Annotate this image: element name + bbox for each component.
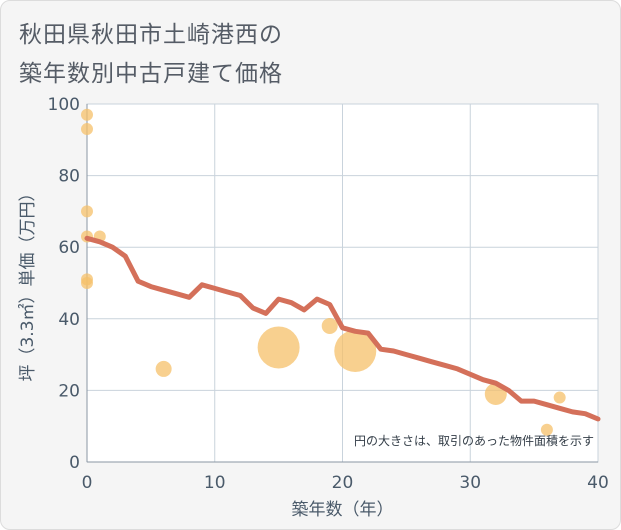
scatter-point xyxy=(81,277,93,289)
scatter-point xyxy=(321,317,338,334)
y-tick-label: 0 xyxy=(69,453,80,473)
scatter-point xyxy=(540,423,553,436)
scatter-point xyxy=(257,326,300,369)
y-tick-label: 100 xyxy=(48,95,80,115)
y-axis-title: 坪（3.3㎡）単価（万円） xyxy=(18,184,38,381)
x-tick-label: 10 xyxy=(204,473,226,493)
scatter-point xyxy=(81,108,93,121)
y-tick-label: 80 xyxy=(58,167,80,187)
scatter-point xyxy=(155,360,172,377)
x-tick-label: 0 xyxy=(82,473,93,493)
x-tick-label: 30 xyxy=(459,473,481,493)
chart-annotation: 円の大きさは、取引のあった物件面積を示す xyxy=(354,433,594,448)
y-tick-label: 40 xyxy=(58,310,80,330)
trend-line xyxy=(84,235,601,422)
y-tick-label: 60 xyxy=(58,238,80,258)
y-tick-label: 20 xyxy=(58,381,80,401)
x-tick-label: 20 xyxy=(332,473,354,493)
chart-title-line-2: 築年数別中古戸建て価格 xyxy=(19,61,283,87)
chart-title-line-1: 秋田県秋田市土崎港西の xyxy=(19,22,283,48)
scatter-point xyxy=(81,205,93,218)
scatter-point xyxy=(553,391,566,404)
x-tick-label: 40 xyxy=(587,473,609,493)
scatter-point xyxy=(334,330,377,373)
x-axis-title: 築年数（年） xyxy=(292,500,394,520)
scatter-point xyxy=(81,123,93,136)
